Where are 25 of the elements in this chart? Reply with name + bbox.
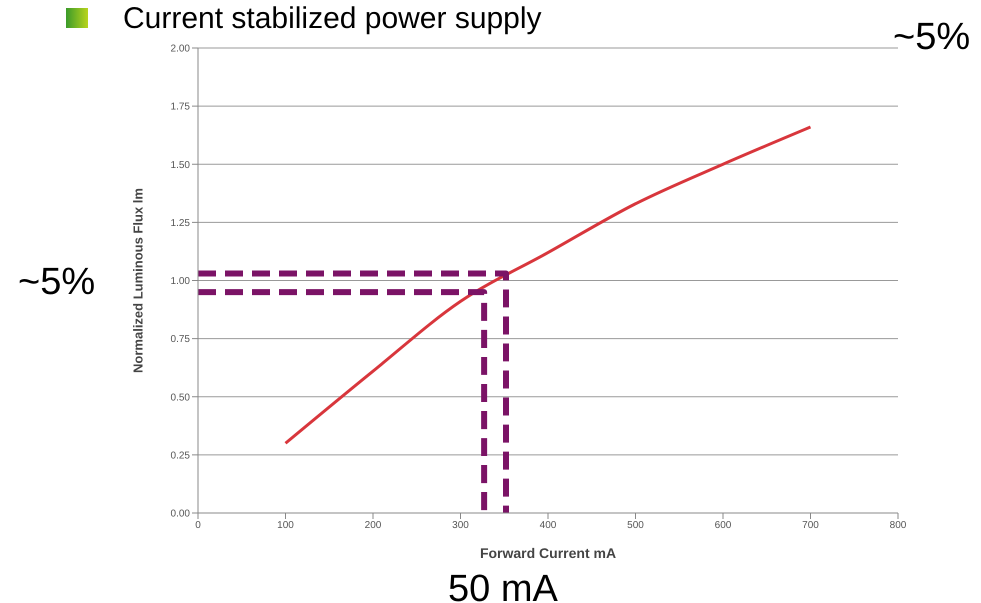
x-tick-label: 200 xyxy=(364,520,382,532)
y-tick-label: 0.00 xyxy=(170,508,190,520)
y-tick-label: 1.25 xyxy=(170,218,190,229)
y-axis-title: Normalized Luminous Flux lm xyxy=(130,188,146,373)
x-tick-label: 400 xyxy=(540,520,557,532)
x-tick-label: 300 xyxy=(452,520,470,532)
annotation: ~5% xyxy=(893,16,970,59)
x-tick-label: 800 xyxy=(890,520,907,532)
y-tick-label: 2.00 xyxy=(170,44,190,55)
chart-title: Current stabilized power supply xyxy=(123,2,542,36)
x-tick-label: 100 xyxy=(277,520,294,532)
x-tick-label: 600 xyxy=(714,520,732,532)
y-tick-label: 0.50 xyxy=(170,392,190,404)
y-tick-label: 0.25 xyxy=(170,450,190,462)
y-tick-label: 1.75 xyxy=(170,102,190,113)
x-tick-label: 700 xyxy=(802,520,820,532)
y-tick-label: 1.50 xyxy=(170,160,190,171)
text: ~5% xyxy=(18,261,96,304)
x-axis-title: Forward Current mA xyxy=(480,545,616,561)
x-tick-label: 0 xyxy=(195,520,202,532)
y-tick-label: 0.75 xyxy=(170,334,190,346)
text: 50 mA xyxy=(448,568,558,603)
line-series xyxy=(284,126,812,445)
x-tick-label: 500 xyxy=(627,520,644,532)
y-tick-label: 1.00 xyxy=(170,276,190,288)
